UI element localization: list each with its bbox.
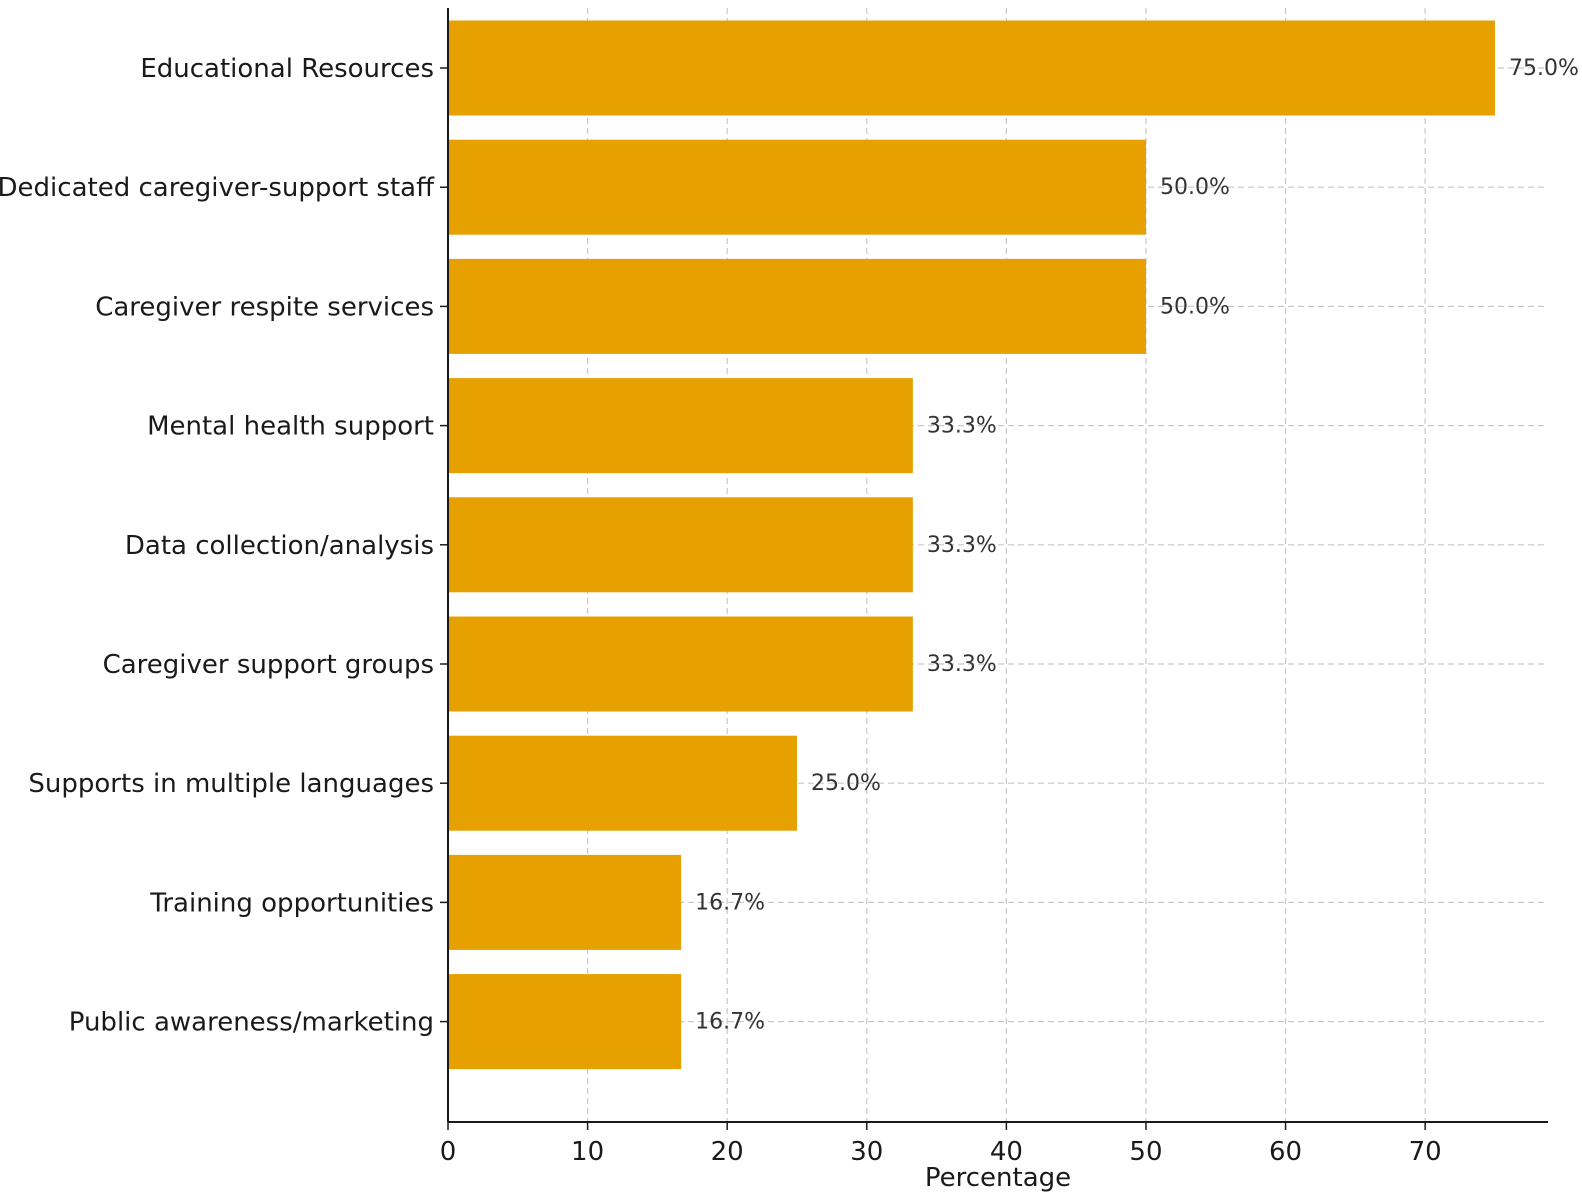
value-label: 50.0% bbox=[1160, 294, 1230, 319]
x-tick-label: 40 bbox=[990, 1137, 1023, 1167]
bar bbox=[448, 20, 1495, 116]
x-ticks: 0 10 20 30 40 50 60 70 bbox=[440, 1122, 1442, 1167]
axes bbox=[447, 8, 1548, 1123]
bars bbox=[448, 20, 1495, 1070]
value-label: 33.3% bbox=[927, 414, 997, 439]
bar bbox=[448, 974, 682, 1070]
value-label: 16.7% bbox=[695, 1010, 765, 1035]
category-label: Data collection/analysis bbox=[125, 531, 434, 561]
category-label: Caregiver respite services bbox=[95, 292, 434, 322]
x-tick-label: 20 bbox=[711, 1137, 744, 1167]
bar bbox=[448, 854, 682, 950]
bar bbox=[448, 616, 913, 712]
x-tick-label: 70 bbox=[1409, 1137, 1442, 1167]
bar bbox=[448, 497, 913, 593]
value-label: 33.3% bbox=[927, 533, 997, 558]
value-label: 16.7% bbox=[695, 890, 765, 915]
x-tick-label: 10 bbox=[571, 1137, 604, 1167]
bar bbox=[448, 258, 1146, 354]
bar bbox=[448, 378, 913, 474]
category-label: Educational Resources bbox=[140, 54, 434, 84]
bar bbox=[448, 735, 797, 831]
category-label: Training opportunities bbox=[149, 888, 434, 918]
value-label: 33.3% bbox=[927, 652, 997, 677]
value-label: 25.0% bbox=[811, 771, 881, 796]
bar bbox=[448, 139, 1146, 235]
value-label: 75.0% bbox=[1509, 56, 1579, 81]
x-tick-label: 0 bbox=[440, 1137, 457, 1167]
x-axis-title: Percentage bbox=[925, 1163, 1071, 1192]
category-label: Dedicated caregiver-support staff bbox=[0, 173, 435, 203]
category-label: Caregiver support groups bbox=[103, 650, 434, 680]
value-label: 50.0% bbox=[1160, 175, 1230, 200]
x-tick-label: 50 bbox=[1129, 1137, 1162, 1167]
category-label: Public awareness/marketing bbox=[69, 1008, 434, 1038]
category-label: Mental health support bbox=[147, 412, 434, 442]
x-tick-label: 30 bbox=[850, 1137, 883, 1167]
x-tick-label: 60 bbox=[1269, 1137, 1302, 1167]
y-ticks: Educational Resources Dedicated caregiver… bbox=[0, 54, 448, 1038]
category-label: Supports in multiple languages bbox=[28, 769, 434, 799]
value-labels: 75.0% 50.0% 50.0% 33.3% 33.3% 33.3% 25.0% 16.7%… bbox=[695, 56, 1579, 1035]
